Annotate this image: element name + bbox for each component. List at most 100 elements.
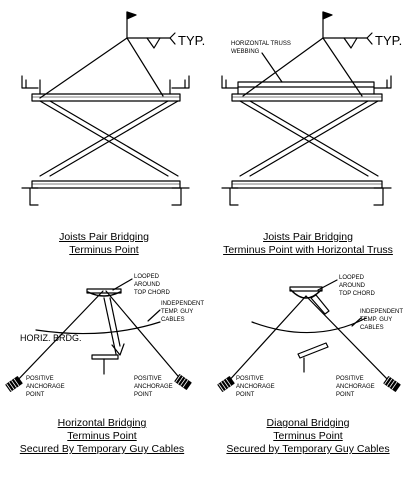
- guy-cable-left: [225, 295, 307, 385]
- cables-label-2: TEMP. GUY: [360, 317, 392, 323]
- anchor-left-label-1: POSITIVE: [236, 376, 264, 382]
- bridging-arc: [251, 317, 367, 334]
- joist-angle-bottom-right: [171, 187, 190, 206]
- weld-tail: [169, 32, 176, 45]
- truss-label-line1: HORIZONTAL TRUSS: [231, 41, 291, 47]
- joist-angle-top-right: [171, 75, 190, 89]
- typ-label: TYP.: [178, 33, 205, 48]
- joist-angle-bottom-right: [373, 187, 392, 206]
- anchorage-right: [174, 374, 192, 390]
- cables-label-1: INDEPENDENT: [360, 309, 403, 315]
- anchor-left-label-3: POINT: [26, 392, 45, 398]
- leader-line-left: [242, 37, 324, 97]
- weld-tail: [366, 32, 373, 45]
- cables-leader: [351, 317, 362, 327]
- joist-angle-bottom-left: [221, 187, 239, 206]
- top-chord-loop: [290, 289, 322, 299]
- caption-line: Terminus Point with Horizontal Truss: [223, 244, 393, 256]
- anchorage-right: [383, 376, 401, 392]
- looped-label-1: LOOPED: [134, 274, 160, 280]
- lower-joist-chord: [91, 354, 119, 360]
- looped-label-3: TOP CHORD: [339, 291, 375, 297]
- typ-label: TYP.: [375, 33, 402, 48]
- truss-label-line2: WEBBING: [231, 49, 260, 55]
- caption-line: Diagonal Bridging: [266, 417, 350, 429]
- panel-horizontal-bridging-guy: LOOPED AROUND TOP CHORD INDEPENDENT TEMP…: [5, 274, 204, 398]
- anchor-left-label-2: ANCHORAGE: [26, 384, 65, 390]
- looped-label-3: TOP CHORD: [134, 290, 170, 296]
- joist-angle-bottom-left: [21, 187, 39, 206]
- cables-label-1: INDEPENDENT: [161, 301, 204, 307]
- top-chord: [289, 286, 323, 292]
- looped-leader: [112, 278, 133, 291]
- weld-fillet-symbol: [343, 37, 358, 49]
- caption-line: Terminus Point: [273, 430, 343, 442]
- top-bridging-bar: [231, 93, 383, 102]
- cables-label-3: CABLES: [161, 317, 185, 323]
- guy-cable-left: [13, 290, 104, 385]
- guy-cable-right: [105, 290, 184, 383]
- leader-line-right: [126, 37, 164, 97]
- panel-diagonal-bridging-guy: LOOPED AROUND TOP CHORD INDEPENDENT TEMP…: [217, 275, 403, 398]
- diagonal-bridging-2: [39, 100, 179, 177]
- panel-joists-pair-bridging: TYP.: [21, 11, 205, 206]
- anchorage-left: [217, 376, 235, 392]
- caption-line: Secured By Temporary Guy Cables: [19, 443, 185, 455]
- top-bridging-bar: [31, 93, 181, 102]
- joist-angle-top-right: [373, 75, 392, 89]
- diagonal-bridging-2: [239, 100, 379, 177]
- looped-label-2: AROUND: [134, 282, 161, 288]
- horizontal-truss-webbing: [237, 81, 375, 88]
- anchor-left-label-3: POINT: [236, 392, 255, 398]
- joist-angle-top-left: [21, 75, 39, 89]
- truss-leader: [261, 52, 283, 83]
- cables-label-2: TEMP. GUY: [161, 309, 193, 315]
- joist-angle-top-left: [221, 75, 239, 89]
- leader-line-right: [322, 37, 363, 97]
- caption-panel-2: Joists Pair Bridging Terminus Point with…: [208, 231, 408, 257]
- anchorage-left: [5, 376, 23, 392]
- horizontal-bridging-member: [103, 297, 117, 355]
- caption-line: Horizontal Bridging: [57, 417, 147, 429]
- looped-leader: [317, 279, 338, 291]
- caption-panel-1: Joists Pair Bridging Terminus Point: [14, 231, 194, 257]
- anchor-right-label-2: ANCHORAGE: [134, 384, 173, 390]
- bridging-arc: [35, 321, 161, 335]
- caption-line: Joists Pair Bridging: [59, 231, 149, 243]
- cables-label-3: CABLES: [360, 325, 384, 331]
- diagonal-bridging-1: [239, 100, 379, 177]
- caption-panel-3: Horizontal Bridging Terminus Point Secur…: [4, 417, 200, 456]
- anchor-right-label-1: POSITIVE: [134, 376, 162, 382]
- weld-fillet-symbol: [146, 37, 161, 49]
- flag-icon: [126, 11, 137, 20]
- panel-joists-pair-truss: TYP. HORIZONTAL TRUSS WEBBING: [221, 11, 402, 206]
- horizontal-bridging-member-edge: [109, 297, 121, 347]
- cables-leader: [147, 309, 161, 322]
- caption-line: Secured by Temporary Guy Cables: [226, 443, 390, 455]
- anchor-right-label-2: ANCHORAGE: [336, 384, 375, 390]
- bottom-bridging-bar: [31, 180, 181, 189]
- looped-label-1: LOOPED: [339, 275, 365, 281]
- bridging-arrow: [111, 343, 125, 356]
- anchor-right-label-3: POINT: [336, 392, 355, 398]
- caption-line: Terminus Point: [67, 430, 137, 442]
- caption-line: Terminus Point: [69, 244, 139, 256]
- bottom-bridging-bar: [231, 180, 383, 189]
- looped-label-2: AROUND: [339, 283, 366, 289]
- anchor-left-label-2: ANCHORAGE: [236, 384, 275, 390]
- diagonal-member-bottom: [297, 342, 329, 359]
- top-chord: [86, 288, 122, 294]
- guy-cable-right: [305, 295, 393, 385]
- caption-line: Joists Pair Bridging: [263, 231, 353, 243]
- caption-panel-4: Diagonal Bridging Terminus Point Secured…: [208, 417, 408, 456]
- diagonal-member-top: [310, 294, 330, 315]
- truss-verticals: [237, 86, 375, 95]
- diagonal-bridging-1: [39, 100, 179, 177]
- flag-icon: [322, 11, 333, 20]
- horiz-brdg-label: HORIZ. BRDG.: [20, 333, 82, 343]
- leader-line-left: [39, 37, 128, 99]
- anchor-left-label-1: POSITIVE: [26, 376, 54, 382]
- anchor-right-label-3: POINT: [134, 392, 153, 398]
- anchor-right-label-1: POSITIVE: [336, 376, 364, 382]
